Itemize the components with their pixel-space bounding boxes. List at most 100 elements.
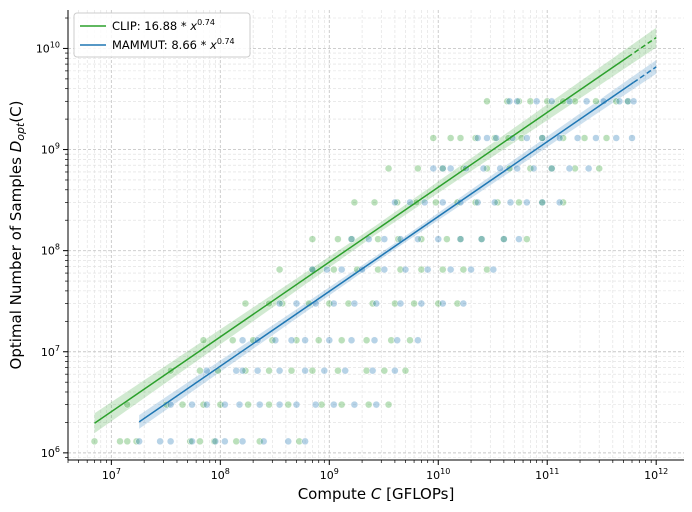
data-point-mammut xyxy=(350,299,359,308)
data-point-mammut xyxy=(513,164,521,173)
data-point-mammut xyxy=(284,437,292,446)
data-point-mammut xyxy=(325,336,334,344)
data-point-mammut xyxy=(439,164,447,173)
data-point-mammut xyxy=(547,97,556,106)
data-point-mammut xyxy=(372,299,381,308)
data-point-clip xyxy=(580,134,589,142)
data-point-clip xyxy=(268,336,277,344)
data-point-clip xyxy=(244,400,252,409)
data-point-mammut xyxy=(582,97,591,106)
data-point-mammut xyxy=(467,265,475,274)
data-point-clip xyxy=(612,97,620,106)
data-point-mammut xyxy=(491,198,499,207)
data-point-clip xyxy=(517,134,526,142)
data-point-clip xyxy=(344,299,353,308)
data-point-clip xyxy=(483,97,491,106)
data-point-clip xyxy=(394,235,403,243)
x-tick-label: 109 xyxy=(320,467,339,482)
data-point-clip xyxy=(526,97,535,106)
data-point-mammut xyxy=(555,134,564,142)
data-point-clip xyxy=(216,400,225,409)
data-point-clip xyxy=(592,97,600,106)
data-point-clip xyxy=(523,235,531,243)
data-point-mammut xyxy=(615,97,624,106)
data-point-mammut xyxy=(271,336,280,344)
data-point-clip xyxy=(196,437,204,446)
data-point-clip xyxy=(406,336,414,344)
data-point-clip xyxy=(350,198,359,207)
data-point-mammut xyxy=(489,265,498,274)
fit-extrapolation-mammut xyxy=(633,66,657,84)
data-point-mammut xyxy=(401,265,410,274)
data-point-clip xyxy=(325,299,334,308)
data-point-mammut xyxy=(347,336,356,344)
data-point-clip xyxy=(362,366,371,375)
data-point-clip xyxy=(116,437,124,446)
data-point-clip xyxy=(232,437,240,446)
x-tick-label: 108 xyxy=(211,467,230,482)
data-point-mammut xyxy=(459,299,468,308)
data-point-mammut xyxy=(287,336,296,344)
data-point-clip xyxy=(90,437,99,446)
data-point-mammut xyxy=(275,400,284,409)
data-point-mammut xyxy=(391,198,399,207)
data-point-mammut xyxy=(350,400,359,409)
data-point-clip xyxy=(391,299,399,308)
y-tick-label: 108 xyxy=(41,243,60,258)
x-tick-label: 107 xyxy=(102,467,121,482)
data-point-mammut xyxy=(592,134,600,142)
data-point-mammut xyxy=(341,366,349,375)
data-point-mammut xyxy=(320,366,329,375)
data-point-clip xyxy=(374,235,382,243)
data-point-clip xyxy=(432,198,440,207)
legend-frame xyxy=(73,12,251,58)
data-point-clip xyxy=(196,366,204,375)
data-point-mammut xyxy=(439,198,447,207)
data-point-clip xyxy=(393,198,401,207)
data-point-mammut xyxy=(347,235,356,243)
data-point-clip xyxy=(439,265,447,274)
data-point-clip xyxy=(471,134,480,142)
legend-label-mammut: MAMMUT: 8.66 * x0.74 xyxy=(112,37,235,52)
tick-labels: 107 108 109 1010 1011 1012 106 107 108 109 1010 xyxy=(36,40,668,482)
data-point-mammut xyxy=(500,235,508,243)
data-point-clip xyxy=(410,299,418,308)
data-point-mammut xyxy=(221,400,229,409)
data-point-clip xyxy=(459,265,468,274)
data-point-clip xyxy=(337,336,346,344)
data-point-mammut xyxy=(393,336,401,344)
data-point-mammut xyxy=(292,299,301,308)
data-point-mammut xyxy=(202,366,211,375)
data-point-clip xyxy=(308,366,317,375)
data-point-mammut xyxy=(473,198,482,207)
data-point-clip xyxy=(483,265,491,274)
data-point-clip xyxy=(255,437,264,446)
data-point-clip xyxy=(493,198,502,207)
data-point-clip xyxy=(456,134,465,142)
data-point-mammut xyxy=(202,400,211,409)
data-point-mammut xyxy=(292,400,301,409)
data-point-mammut xyxy=(135,437,143,446)
data-point-clip xyxy=(334,235,342,243)
data-point-mammut xyxy=(515,235,523,243)
data-point-mammut xyxy=(505,97,514,106)
grid xyxy=(67,10,684,460)
data-point-clip xyxy=(602,134,611,142)
y-tick-label: 107 xyxy=(41,344,60,359)
data-point-clip xyxy=(317,400,326,409)
x-tick-label: 1011 xyxy=(535,467,559,482)
data-point-mammut xyxy=(565,164,574,173)
data-point-clip xyxy=(370,198,379,207)
data-point-mammut xyxy=(513,97,521,106)
data-point-clip xyxy=(471,198,480,207)
data-point-clip xyxy=(241,299,250,308)
data-point-clip xyxy=(443,235,451,243)
data-point-clip xyxy=(199,336,208,344)
data-point-clip xyxy=(308,235,317,243)
data-point-clip xyxy=(337,400,346,409)
data-point-clip xyxy=(241,366,250,375)
data-point-clip xyxy=(228,336,237,344)
data-point-clip xyxy=(515,198,523,207)
data-point-mammut xyxy=(434,235,443,243)
